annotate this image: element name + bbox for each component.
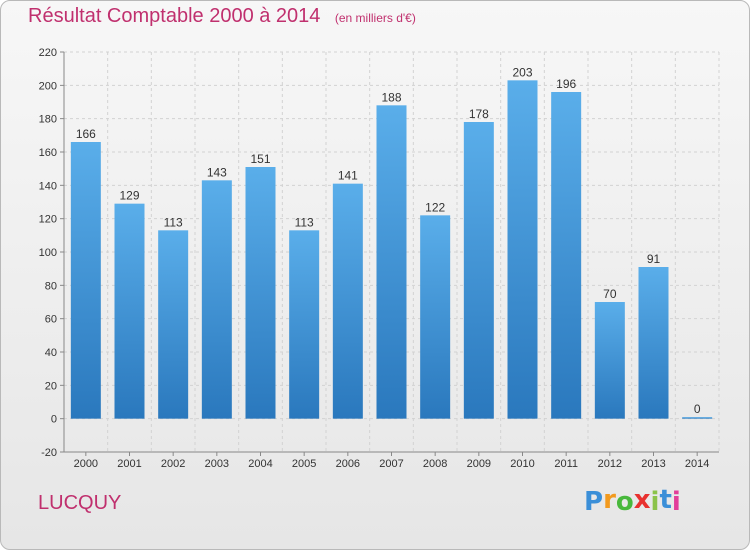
value-label-2014: 0 xyxy=(694,402,701,416)
chart-unit-note: (en milliers d'€) xyxy=(334,11,416,25)
x-tick-label-2004: 2004 xyxy=(248,458,272,470)
logo-letter: t xyxy=(659,485,672,515)
y-tick-label: 0 xyxy=(51,414,57,426)
value-label-2000: 166 xyxy=(76,127,96,141)
value-label-2002: 113 xyxy=(164,215,183,229)
y-tick-label: 20 xyxy=(45,380,57,392)
bar-2008 xyxy=(420,215,451,419)
proxiti-logo: Proxiti xyxy=(584,485,681,517)
y-tick-label: 40 xyxy=(45,347,57,359)
axes: -20 0 20 40 60 80 100 120 140 160 180 200 220 2000 200… xyxy=(39,47,719,470)
x-tick-label-2001: 2001 xyxy=(117,458,141,470)
y-tick-label: 180 xyxy=(39,114,57,126)
logo-letter: P xyxy=(584,487,604,517)
value-label-2009: 178 xyxy=(469,107,489,121)
logo-letter: i xyxy=(650,487,660,517)
chart-title-text: Résultat Comptable 2000 à 2014 xyxy=(28,5,321,27)
bar-2002 xyxy=(158,230,189,419)
bar-2007 xyxy=(376,105,407,419)
logo-letter: x xyxy=(633,485,651,515)
x-tick-label-2008: 2008 xyxy=(423,458,447,470)
value-label-2006: 141 xyxy=(338,169,358,183)
bar-2003 xyxy=(201,180,232,419)
data-labels: 166 129 113 143 151 113 141 188 122 178 203 196 70 91… xyxy=(76,65,701,416)
x-tick-label-2007: 2007 xyxy=(379,458,403,470)
commune-name: LUCQUY xyxy=(38,492,122,514)
x-tick-label-2010: 2010 xyxy=(510,458,534,470)
bar-2004 xyxy=(245,167,276,419)
bar-2000 xyxy=(70,142,101,419)
value-label-2010: 203 xyxy=(512,65,532,79)
bar-2010 xyxy=(507,80,538,419)
x-tick-label-2006: 2006 xyxy=(336,458,360,470)
x-tick-label-2009: 2009 xyxy=(467,458,491,470)
bar-2001 xyxy=(114,203,145,419)
value-label-2003: 143 xyxy=(207,165,227,179)
x-tick-label-2000: 2000 xyxy=(74,458,98,470)
chart-title: Résultat Comptable 2000 à 2014 (en milli… xyxy=(28,5,416,28)
x-tick-label-2011: 2011 xyxy=(554,458,578,470)
x-tick-label-2014: 2014 xyxy=(685,458,709,470)
y-tick-label: 200 xyxy=(39,80,57,92)
x-tick-label-2013: 2013 xyxy=(641,458,665,470)
bars xyxy=(70,80,713,419)
logo-letter: i xyxy=(671,487,681,517)
y-tick-label: 140 xyxy=(39,180,57,192)
logo-letter: o xyxy=(615,487,634,517)
y-tick-label: -20 xyxy=(41,447,57,459)
value-label-2008: 122 xyxy=(425,200,445,214)
bar-2011 xyxy=(551,92,582,419)
bar-2012 xyxy=(594,302,625,419)
bar-2013 xyxy=(638,267,669,419)
value-label-2001: 129 xyxy=(119,189,139,203)
bar-2009 xyxy=(463,122,494,419)
value-label-2011: 196 xyxy=(556,77,576,91)
x-tick-label-2003: 2003 xyxy=(205,458,229,470)
value-label-2013: 91 xyxy=(647,252,661,266)
logo-letter: r xyxy=(603,485,616,515)
y-tick-label: 60 xyxy=(45,314,57,326)
y-tick-label: 120 xyxy=(39,214,57,226)
value-label-2012: 70 xyxy=(603,287,617,301)
y-tick-label: 160 xyxy=(39,147,57,159)
y-tick-label: 100 xyxy=(39,247,57,259)
bar-2005 xyxy=(289,230,320,419)
y-tick-label: 80 xyxy=(45,280,57,292)
value-label-2007: 188 xyxy=(381,90,401,104)
x-tick-label-2005: 2005 xyxy=(292,458,316,470)
value-label-2004: 151 xyxy=(250,152,270,166)
value-label-2005: 113 xyxy=(295,215,314,229)
x-tick-label-2002: 2002 xyxy=(161,458,185,470)
bar-2006 xyxy=(332,183,363,419)
bar-2014 xyxy=(682,417,713,419)
y-tick-label: 220 xyxy=(39,47,57,59)
x-tick-label-2012: 2012 xyxy=(598,458,622,470)
